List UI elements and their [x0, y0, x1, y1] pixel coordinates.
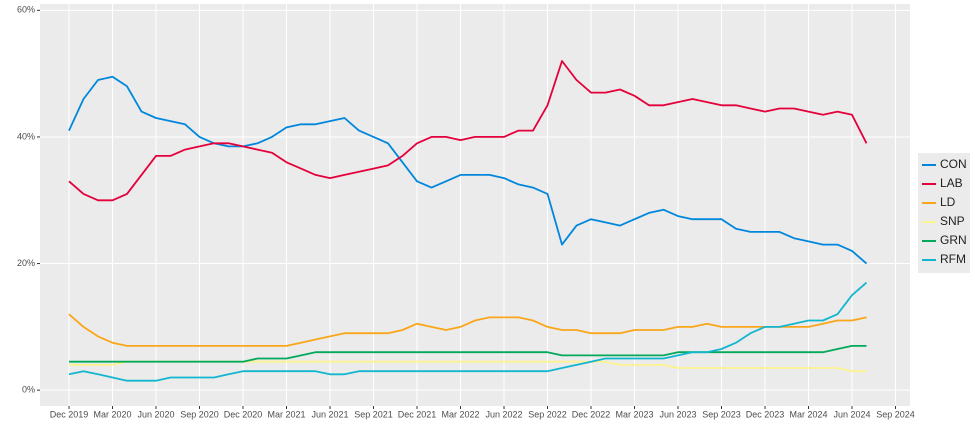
legend-label: GRN — [940, 233, 967, 247]
x-tick-label: Sep 2020 — [180, 409, 219, 419]
x-tick-label: Dec 2020 — [224, 409, 263, 419]
x-tick-label: Mar 2022 — [441, 409, 479, 419]
legend-label: SNP — [940, 214, 965, 228]
x-tick-label: Sep 2022 — [528, 409, 567, 419]
x-tick-label: Sep 2024 — [876, 409, 915, 419]
x-tick-label: Jun 2024 — [833, 409, 870, 419]
x-tick-label: Dec 2023 — [746, 409, 785, 419]
legend-background — [918, 153, 970, 273]
x-tick-label: Mar 2024 — [789, 409, 827, 419]
legend-label: CON — [940, 157, 967, 171]
trend-line — [68, 313, 867, 347]
y-tick-label: 0% — [22, 385, 35, 395]
legend-label: RFM — [940, 252, 966, 266]
y-tick-label: 20% — [17, 258, 35, 268]
legend-label: LAB — [940, 176, 963, 190]
x-tick-label: Dec 2022 — [572, 409, 611, 419]
x-tick-label: Sep 2021 — [354, 409, 393, 419]
x-tick-label: Mar 2021 — [267, 409, 305, 419]
x-tick-label: Jun 2022 — [485, 409, 522, 419]
trend-line — [69, 345, 867, 363]
x-tick-label: Dec 2019 — [50, 409, 89, 419]
x-tick-label: Jun 2021 — [311, 409, 348, 419]
trend-line — [68, 60, 868, 202]
trend-line — [68, 281, 868, 382]
legend-label: LD — [940, 195, 956, 209]
x-tick-label: Jun 2020 — [137, 409, 174, 419]
trend-line — [68, 75, 868, 265]
x-tick-label: Mar 2023 — [615, 409, 653, 419]
x-tick-label: Dec 2021 — [398, 409, 437, 419]
x-tick-label: Mar 2020 — [93, 409, 131, 419]
x-tick-label: Jun 2023 — [659, 409, 696, 419]
x-tick-label: Sep 2023 — [702, 409, 741, 419]
y-tick-label: 40% — [17, 131, 35, 141]
y-tick-label: 60% — [17, 5, 35, 15]
